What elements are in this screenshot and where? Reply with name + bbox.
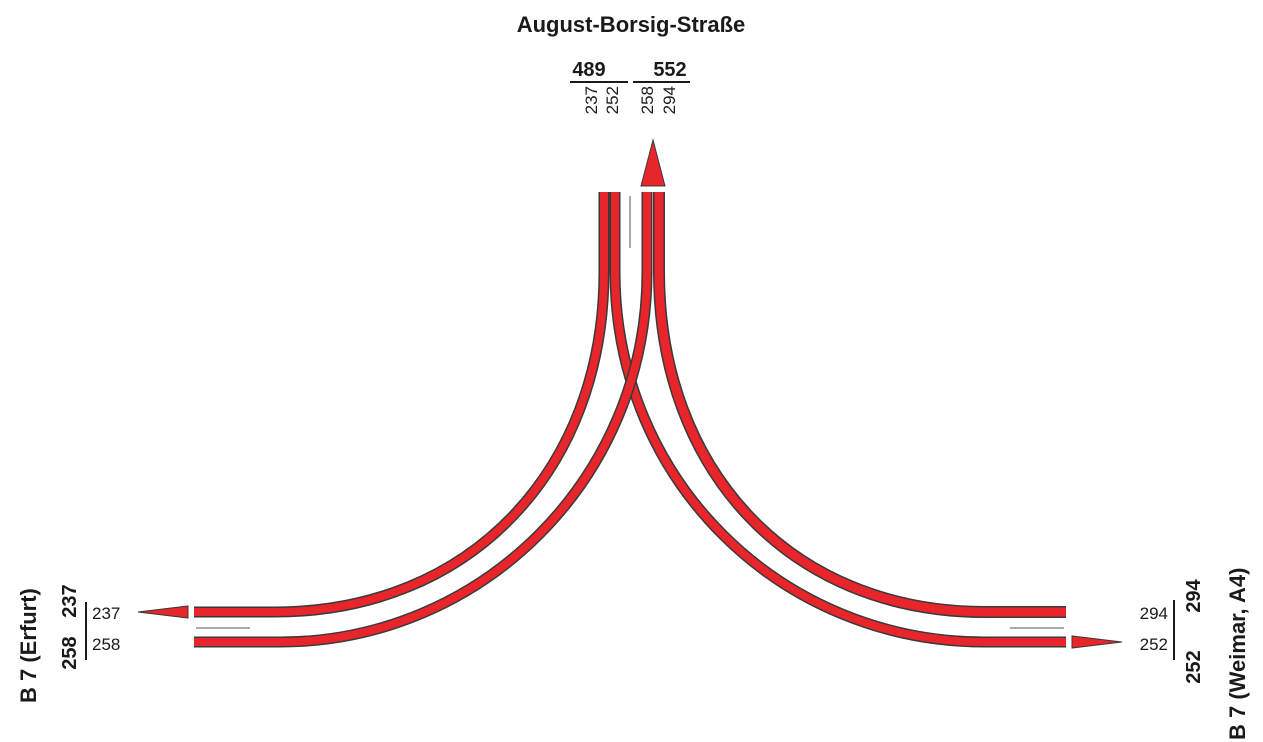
east-total-out: 252 <box>1183 650 1205 683</box>
east-street-name: B 7 (Weimar, A4) <box>1225 568 1250 740</box>
east-lane-in: 294 <box>1140 604 1168 623</box>
west-total-out: 237 <box>59 584 81 617</box>
north-total-out: 552 <box>653 59 686 81</box>
north-out-lane-1: 258 <box>638 86 657 114</box>
east-out-arrow <box>1071 635 1123 649</box>
east-total-in: 294 <box>1183 578 1205 612</box>
flow-bands <box>194 192 1066 648</box>
north-out-lane-2: 294 <box>660 86 679 114</box>
north-in-lane-2: 252 <box>603 86 622 114</box>
west-lane-out: 237 <box>92 604 120 623</box>
flow-north-to-west <box>194 192 610 618</box>
north-total-in: 489 <box>572 59 605 81</box>
west-total-in: 258 <box>59 636 81 669</box>
north-out-arrow <box>640 138 666 187</box>
north-in-lane-1: 237 <box>582 86 601 114</box>
east-lane-out: 252 <box>1140 635 1168 654</box>
west-lane-in: 258 <box>92 635 120 654</box>
flow-east-to-north <box>653 192 1066 618</box>
west-street-name: B 7 (Erfurt) <box>16 588 41 703</box>
north-street-name: August-Borsig-Straße <box>517 12 746 37</box>
west-out-arrow <box>137 605 189 619</box>
